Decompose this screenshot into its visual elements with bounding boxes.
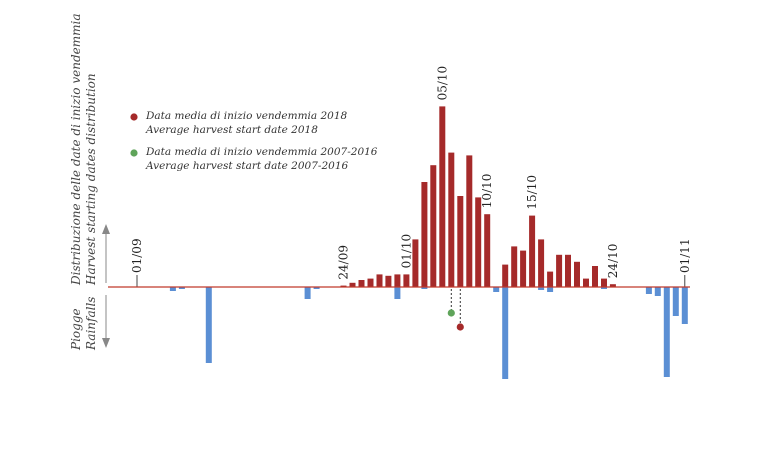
legend-label-avg-2007-2016-en: Average harvest start date 2007-2016 xyxy=(146,160,349,172)
harvest-bar xyxy=(565,254,571,287)
tick-label: 01/11 xyxy=(678,238,692,273)
rainfall-bar xyxy=(645,287,652,294)
harvest-bar xyxy=(385,275,392,287)
rainfall-bar xyxy=(493,287,500,292)
average-date-marker xyxy=(447,309,455,317)
rainfall-bar xyxy=(502,287,509,379)
ylabel-bottom: Piogge xyxy=(69,308,83,351)
harvest-bar xyxy=(538,239,545,287)
legend-label-avg-2018: Data media di inizio vendemmia 2018 xyxy=(146,110,348,122)
tick-label: 24/10 xyxy=(606,244,620,279)
harvest-bar xyxy=(457,196,464,287)
harvest-bar xyxy=(574,261,580,287)
harvest-bar xyxy=(412,239,419,287)
date-ticks: 01/09 24/09 01/10 05/10 10/10 15/10 24/10 01/11 xyxy=(130,66,692,287)
harvest-bar xyxy=(430,165,437,287)
legend-dot-green-icon xyxy=(130,149,138,157)
tick-label: 01/09 xyxy=(130,238,144,273)
harvest-bar xyxy=(403,274,410,287)
y-axis-labels: Distribuzione delle date di inizio vende… xyxy=(69,14,98,351)
rainfall-bar xyxy=(538,287,545,290)
rainfall-bar xyxy=(663,287,670,377)
rainfall-bar xyxy=(178,287,185,289)
harvest-bar xyxy=(556,254,563,287)
rainfall-bar xyxy=(672,287,679,316)
ylabel-bottom-en: Rainfalls xyxy=(84,297,98,351)
rainfall-bar xyxy=(313,287,320,289)
rainfall-bar xyxy=(169,287,176,291)
rainfall-bar xyxy=(205,287,212,363)
harvest-bar xyxy=(448,152,455,287)
ylabel-top-en: Harvest starting dates distribution xyxy=(84,73,98,286)
legend-label-avg-2007-2016: Data media di inizio vendemmia 2007-2016 xyxy=(146,146,378,158)
harvest-bars xyxy=(340,106,616,288)
harvest-bar xyxy=(529,215,536,287)
legend-dot-red-icon xyxy=(130,113,138,121)
harvest-bar xyxy=(439,106,446,288)
harvest-bar xyxy=(592,266,598,287)
average-date-marker xyxy=(456,323,464,331)
ylabel-top: Distribuzione delle date di inizio vende… xyxy=(69,14,83,286)
y-axis-arrows xyxy=(102,224,110,348)
rainfall-bar xyxy=(394,287,401,299)
rainfall-bar xyxy=(601,287,607,289)
harvest-bar xyxy=(609,284,616,287)
harvest-bar xyxy=(394,274,401,287)
harvest-bar xyxy=(583,278,589,287)
harvest-bar xyxy=(520,250,527,287)
harvest-bar xyxy=(367,278,374,287)
harvest-bar xyxy=(601,278,607,287)
tick-label: 24/09 xyxy=(337,245,351,280)
harvest-bar xyxy=(421,182,428,287)
rainfall-bars xyxy=(169,287,688,379)
harvest-bar xyxy=(475,197,482,287)
harvest-bar xyxy=(547,271,554,287)
rainfall-bar xyxy=(654,287,661,296)
rainfall-bar xyxy=(421,287,428,289)
tick-label: 10/10 xyxy=(480,174,494,209)
average-date-markers xyxy=(447,289,464,331)
harvest-bar xyxy=(511,246,518,287)
harvest-bar xyxy=(340,285,347,287)
legend-label-avg-2018-en: Average harvest start date 2018 xyxy=(146,124,318,136)
tick-label: 15/10 xyxy=(525,175,539,210)
rainfall-bar xyxy=(304,287,311,299)
rainfall-bar xyxy=(547,287,554,292)
tick-label: 05/10 xyxy=(435,66,449,101)
harvest-bar xyxy=(484,214,491,287)
harvest-bar xyxy=(376,274,383,287)
harvest-bar xyxy=(349,282,356,287)
harvest-bar xyxy=(466,155,473,287)
harvest-bar xyxy=(358,280,365,287)
tick-label: 01/10 xyxy=(399,234,413,269)
rainfall-bar xyxy=(681,287,688,324)
harvest-bar xyxy=(502,264,509,287)
